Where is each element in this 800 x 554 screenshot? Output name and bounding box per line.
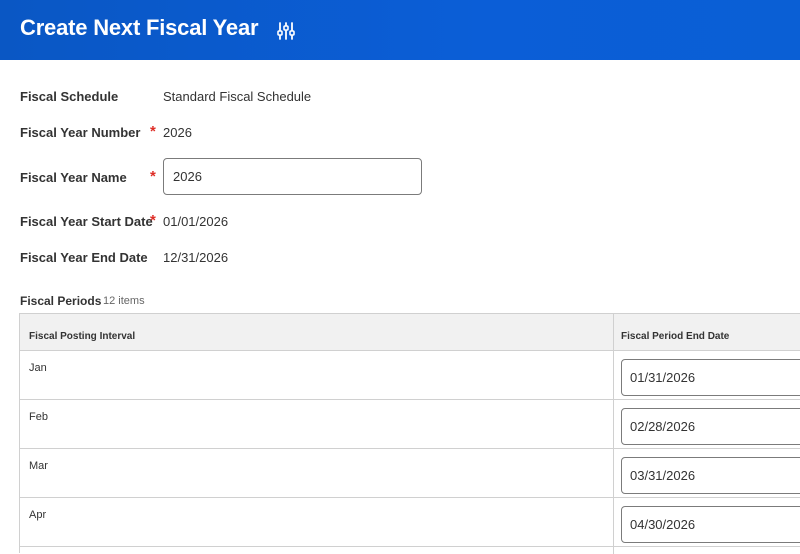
- posting-interval-cell: Jan: [29, 362, 47, 374]
- required-indicator: *: [150, 168, 156, 185]
- fiscal-year-name-input[interactable]: [163, 158, 422, 195]
- fiscal-year-start-date-value: 01/01/2026: [163, 214, 229, 229]
- fiscal-year-name-label: Fiscal Year Name: [20, 170, 127, 185]
- fiscal-schedule-value: Standard Fiscal Schedule: [163, 89, 312, 104]
- fiscal-schedule-label: Fiscal Schedule: [20, 89, 119, 104]
- column-header-period-end-date[interactable]: Fiscal Period End Date: [621, 331, 730, 342]
- posting-interval-cell: Feb: [29, 411, 48, 423]
- fiscal-year-number-value: 2026: [163, 125, 192, 140]
- page-header: Create Next Fiscal Year: [0, 0, 800, 60]
- table-row: Jan: [20, 351, 800, 400]
- fiscal-periods-grid: Fiscal Posting Interval Fiscal Period En…: [19, 313, 800, 554]
- table-row: Mar: [20, 449, 800, 498]
- table-row: Apr: [20, 498, 800, 547]
- posting-interval-cell: Apr: [29, 509, 47, 521]
- fiscal-year-number-label: Fiscal Year Number: [20, 125, 141, 140]
- grid-header-row: Fiscal Posting Interval Fiscal Period En…: [20, 314, 800, 351]
- page-title: Create Next Fiscal Year: [20, 15, 259, 40]
- period-end-date-input[interactable]: [621, 359, 800, 396]
- column-header-posting-interval[interactable]: Fiscal Posting Interval: [29, 331, 136, 342]
- fiscal-year-end-date-value: 12/31/2026: [163, 250, 229, 265]
- period-end-date-input[interactable]: [621, 408, 800, 445]
- period-end-date-input[interactable]: [621, 506, 800, 543]
- table-row: Feb: [20, 400, 800, 449]
- required-indicator: *: [150, 123, 156, 140]
- fiscal-periods-count: 12 items: [103, 295, 145, 307]
- period-end-date-input[interactable]: [621, 457, 800, 494]
- column-divider: [613, 314, 614, 554]
- fiscal-year-start-date-label: Fiscal Year Start Date: [20, 214, 153, 229]
- fiscal-periods-title: Fiscal Periods: [20, 294, 102, 308]
- posting-interval-cell: Mar: [29, 460, 48, 472]
- sliders-icon[interactable]: [276, 21, 296, 41]
- required-indicator: *: [150, 212, 156, 229]
- fiscal-year-end-date-label: Fiscal Year End Date: [20, 250, 148, 265]
